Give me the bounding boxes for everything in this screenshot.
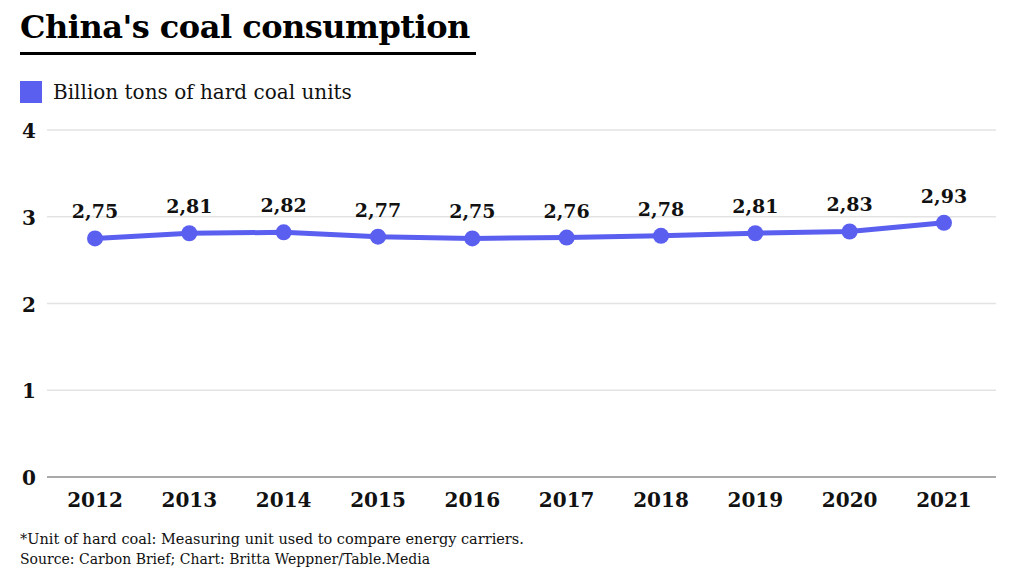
data-point — [559, 230, 575, 246]
x-axis-tick-label: 2017 — [539, 488, 595, 512]
x-axis-tick-label: 2018 — [633, 488, 689, 512]
x-axis-tick-label: 2013 — [161, 488, 217, 512]
data-point — [370, 229, 386, 245]
data-point-label: 2,93 — [921, 185, 967, 207]
x-axis-tick-label: 2021 — [916, 488, 972, 512]
data-line — [95, 223, 944, 239]
y-axis-tick-label: 1 — [22, 379, 36, 403]
x-axis-tick-label: 2015 — [350, 488, 406, 512]
footer: *Unit of hard coal: Measuring unit used … — [20, 530, 524, 569]
x-axis-tick-label: 2020 — [822, 488, 878, 512]
line-chart: 0 1 2 3 4 2012 2013 2014 2015 2016 2017 2018 2019 202… — [0, 0, 1024, 576]
data-point-label: 2,83 — [826, 193, 872, 215]
data-point-label: 2,78 — [638, 198, 684, 220]
data-point — [936, 215, 952, 231]
chart-figure: China's coal consumption Billion tons of… — [0, 0, 1024, 576]
data-point-label: 2,81 — [166, 195, 212, 217]
source-line: Source: Carbon Brief; Chart: Britta Wepp… — [20, 550, 524, 570]
x-axis-tick-label: 2019 — [727, 488, 783, 512]
data-point-label: 2,75 — [72, 200, 118, 222]
data-point — [276, 224, 292, 240]
data-point-label: 2,76 — [544, 200, 590, 222]
data-point — [747, 225, 763, 241]
y-axis-tick-label: 4 — [22, 119, 36, 143]
data-point-label: 2,77 — [355, 199, 401, 221]
x-axis-tick-label: 2012 — [67, 488, 123, 512]
x-axis-tick-label: 2016 — [444, 488, 500, 512]
y-axis-tick-label: 2 — [22, 293, 36, 317]
data-point-label: 2,81 — [732, 195, 778, 217]
data-point — [464, 230, 480, 246]
data-point-label: 2,82 — [261, 194, 307, 216]
y-axis-tick-label: 3 — [22, 206, 36, 230]
data-point — [653, 228, 669, 244]
data-point — [842, 223, 858, 239]
data-point — [87, 230, 103, 246]
y-axis-tick-label: 0 — [22, 466, 36, 490]
footnote: *Unit of hard coal: Measuring unit used … — [20, 530, 524, 550]
data-point-label: 2,75 — [449, 200, 495, 222]
data-point — [181, 225, 197, 241]
x-axis-tick-label: 2014 — [256, 488, 312, 512]
